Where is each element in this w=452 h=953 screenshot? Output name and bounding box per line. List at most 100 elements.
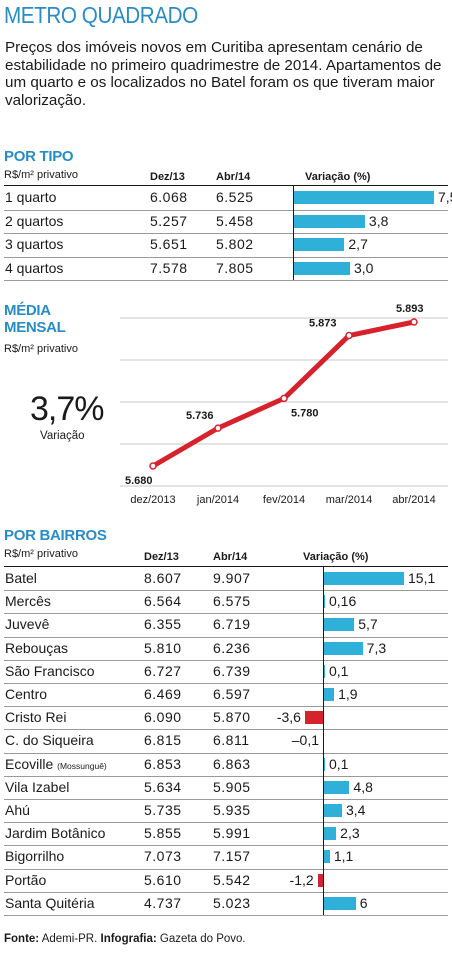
- tipo-row-abr: 5.802: [216, 236, 254, 252]
- bairro-name: C. do Siqueira: [5, 732, 94, 749]
- bairro-row-label: Ahú: [5, 802, 30, 818]
- bairro-name: Batel: [5, 570, 37, 586]
- bairro-name: Ecoville: [5, 755, 54, 772]
- tipo-bar: [294, 238, 345, 251]
- bairro-row-label: Jardim Botânico: [5, 825, 105, 841]
- por-bairros-header-rule: [4, 566, 448, 567]
- bairro-bar-label: 1,1: [333, 848, 354, 865]
- bairro-name: Mercês: [5, 593, 51, 610]
- bairro-name: Bigorrilho: [5, 848, 65, 865]
- por-tipo-title: POR TIPO: [4, 148, 74, 165]
- tipo-row-label: 3 quartos: [5, 236, 64, 252]
- bairro-row-dez: 5.810: [144, 639, 182, 656]
- tipo-row-rule: [4, 280, 448, 281]
- bairro-name: Rebouças: [5, 639, 69, 656]
- data-label: 5.680: [125, 475, 153, 487]
- bairro-row-dez: 5.735: [144, 802, 182, 818]
- data-label: 5.893: [396, 303, 424, 315]
- bairro-row-label: Bigorrilho: [5, 848, 64, 864]
- por-tipo-header-dez: Dez/13: [150, 171, 185, 183]
- bairro-row-label: Juvevê: [5, 616, 49, 632]
- tipo-axis-line: [293, 186, 294, 280]
- bairro-row-rule: [4, 845, 448, 847]
- bairro-row-rule: [4, 822, 448, 824]
- bairro-row-dez: 4.737: [144, 894, 182, 911]
- bairro-row-rule: [4, 915, 448, 916]
- bairro-bar-label: 1,9: [338, 686, 358, 702]
- bairro-row-label: Mercês: [5, 593, 51, 609]
- bairro-name: Portão: [5, 871, 47, 888]
- bairro-bar: [324, 804, 342, 817]
- bairro-row-rule: [4, 799, 448, 800]
- bairro-bar: [324, 572, 404, 585]
- bairro-row-abr: 6.739: [213, 662, 251, 679]
- bairro-row-rule: [4, 659, 448, 661]
- x-tick-label: jan/2014: [196, 494, 239, 506]
- tipo-row-abr: 6.525: [216, 189, 254, 205]
- bairro-row-label: Batel: [5, 570, 37, 586]
- x-tick-label: mar/2014: [326, 494, 372, 506]
- bairro-row-rule: [4, 613, 448, 615]
- bairro-bar: [324, 780, 350, 794]
- bairro-row-label: Cristo Rei: [5, 709, 66, 725]
- media-mensal-title-line2: MENSAL: [4, 319, 66, 336]
- bairro-name: Jardim Botânico: [5, 825, 106, 842]
- tipo-row-dez: 6.068: [150, 189, 188, 205]
- bairro-row-dez: 6.090: [144, 709, 182, 726]
- bairro-row-label: Santa Quitéria: [5, 895, 95, 911]
- por-bairros-header-dez: Dez/13: [144, 551, 179, 563]
- bairro-row-abr: 6.597: [213, 686, 251, 702]
- bairro-row-abr: 5.905: [213, 778, 251, 795]
- highlight-label: Variação: [40, 430, 85, 442]
- bairro-bar-label: 3,4: [346, 802, 366, 818]
- bairro-row-rule: [4, 891, 448, 893]
- tipo-row-rule: [4, 256, 448, 258]
- tipo-row-abr: 7.805: [216, 259, 254, 276]
- data-label: 5.736: [186, 410, 214, 422]
- bairro-bar-label: –0,1: [291, 732, 319, 749]
- media-mensal-unit: R$/m² privativo: [4, 343, 78, 355]
- bairro-row-rule: [4, 683, 448, 684]
- footer-info-value: Gazeta do Povo.: [156, 933, 246, 945]
- bairro-row-label: C. do Siqueira: [5, 732, 94, 748]
- por-bairros-unit: R$/m² privativo: [4, 548, 78, 560]
- bairro-row-abr: 5.870: [213, 709, 251, 726]
- bairro-name: Santa Quitéria: [5, 894, 95, 911]
- bairro-bar-label: 0,16: [329, 593, 357, 610]
- por-tipo-header-abr: Abr/14: [216, 171, 251, 183]
- bairro-row-label: Centro: [5, 686, 47, 702]
- tipo-row-abr: 5.458: [216, 212, 254, 229]
- bairro-row-abr: 5.542: [213, 871, 251, 888]
- bairro-bar-label: 7,3: [366, 639, 387, 656]
- bairro-row-dez: 5.610: [144, 871, 182, 888]
- tipo-bar: [294, 261, 350, 275]
- data-point: [410, 318, 418, 326]
- bairro-bar: [324, 896, 356, 910]
- tipo-row-rule: [4, 209, 448, 211]
- bairro-name: Ahú: [5, 802, 30, 818]
- data-label: 5.780: [291, 407, 319, 419]
- bairro-name: Juvevê: [5, 616, 50, 633]
- highlight-value: 3,7%: [30, 390, 104, 428]
- footer-fonte-label: Fonte:: [4, 933, 40, 945]
- x-tick-label: abr/2014: [392, 494, 435, 506]
- bairro-bar-label: 2,3: [340, 825, 360, 842]
- bairro-row-rule: [4, 868, 448, 870]
- media-mensal-line-chart: 5.680 5.736 5.780 5.873 5.893 dez/2013 jan/201…: [120, 303, 448, 506]
- tipo-row-label: 2 quartos: [5, 212, 64, 229]
- bairro-name: Centro: [5, 686, 48, 702]
- bairro-row-abr: 6.719: [213, 616, 251, 633]
- bairro-row-abr: 6.863: [213, 755, 251, 772]
- bairro-bar: [317, 873, 324, 887]
- bairro-bar: [324, 850, 330, 864]
- bairro-row-rule: [4, 636, 448, 638]
- tipo-row-label: 1 quarto: [5, 189, 57, 205]
- por-bairros-title: POR BAIRROS: [4, 527, 107, 544]
- bairro-name-note: (Mossunguê): [57, 760, 107, 771]
- footer-info-label: Infografia:: [100, 933, 157, 945]
- media-mensal-title-line1: MÉDIA: [4, 302, 51, 319]
- tipo-row-rule: [4, 233, 448, 234]
- bairro-row-rule: [4, 775, 448, 777]
- bairro-row-dez: 6.355: [144, 616, 182, 633]
- bairro-bar: [324, 595, 325, 609]
